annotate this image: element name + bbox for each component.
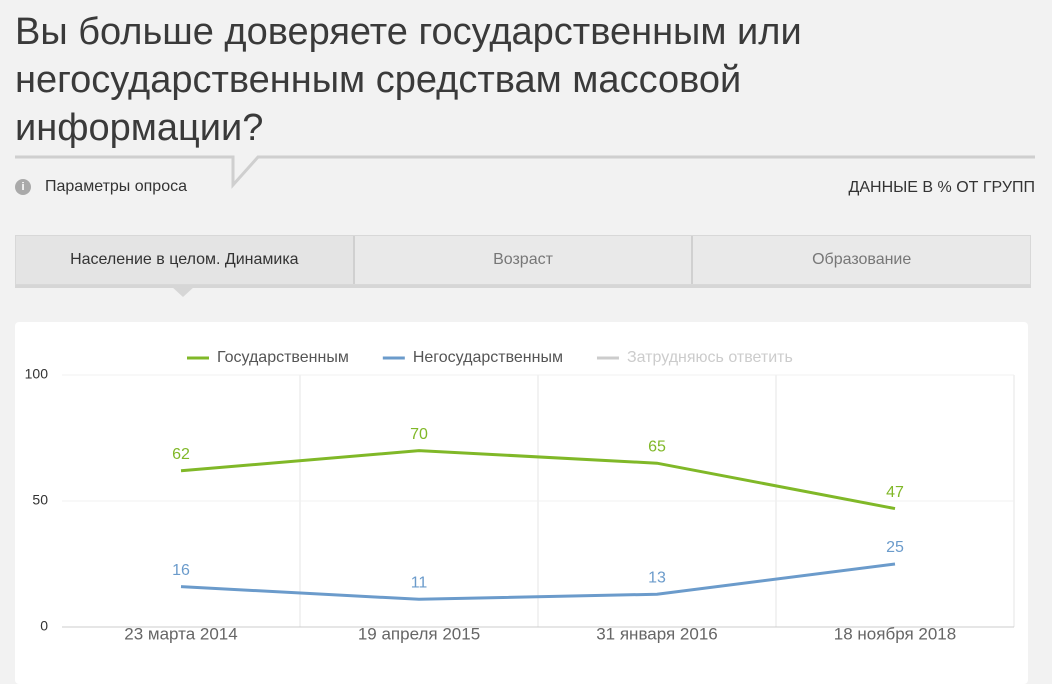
legend-label: Затрудняюсь ответить [627,349,793,366]
data-label: 65 [648,438,666,455]
legend-label: Государственным [217,349,349,366]
survey-params[interactable]: i Параметры опроса [15,178,187,196]
x-tick-label: 31 января 2016 [596,624,718,643]
y-tick-label: 100 [25,366,49,382]
legend-label: Негосударственным [413,349,563,366]
data-label: 11 [411,574,428,591]
data-label: 70 [410,426,428,443]
series-line [180,449,896,511]
x-tick-label: 18 ноября 2018 [834,624,956,643]
chart: 0 50 100 23 марта 2014 19 апреля 2015 31 янва… [25,349,1015,643]
info-icon: i [15,179,31,195]
tab[interactable]: Возраст [352,236,692,284]
x-tick-label: 19 апреля 2015 [358,624,480,643]
data-label: 13 [648,569,666,586]
data-label: 25 [886,539,904,556]
tabs: Население в целом. Динамика Возраст Образо… [15,235,1031,285]
survey-params-label: Параметры опроса [45,178,187,195]
header-divider [15,155,1035,189]
data-label: 47 [886,484,904,501]
tab[interactable]: Население в целом. Динамика [16,236,353,284]
data-label: 62 [172,446,190,463]
page-title: Вы больше доверяете государственным или … [15,11,802,149]
series-line [180,562,896,601]
data-label: 16 [172,562,190,579]
y-tick-label: 50 [32,492,48,508]
x-tick-label: 23 марта 2014 [124,624,237,643]
data-note: ДАННЫЕ В % ОТ ГРУПП [848,179,1036,196]
y-tick-label: 0 [40,618,48,634]
tab[interactable]: Образование [691,236,1030,284]
active-tab-pointer [171,286,195,297]
